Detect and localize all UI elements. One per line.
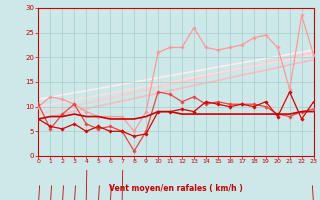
- X-axis label: Vent moyen/en rafales ( km/h ): Vent moyen/en rafales ( km/h ): [109, 184, 243, 193]
